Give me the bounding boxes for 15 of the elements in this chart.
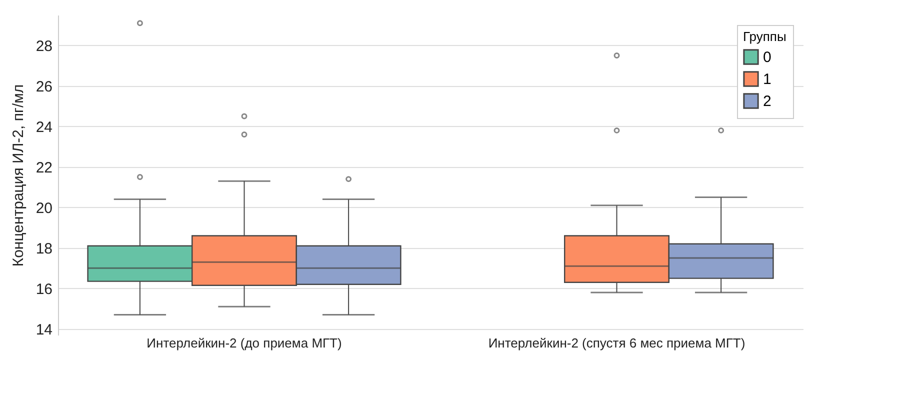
y-tick-label: 18 xyxy=(36,240,52,258)
y-tick-label: 14 xyxy=(36,321,52,338)
y-tick-label: 20 xyxy=(36,200,52,217)
y-tick-label: 24 xyxy=(36,118,52,136)
y-tick-label: 28 xyxy=(36,38,52,55)
legend-title: Группы xyxy=(743,29,786,44)
y-tick-label: 26 xyxy=(36,78,52,96)
x-tick-label: Интерлейкин-2 (до приема МГТ) xyxy=(146,336,342,350)
y-tick-label: 22 xyxy=(36,159,52,176)
legend-label: 2 xyxy=(763,93,772,110)
x-tick-label: Интерлейкин-2 (спустя 6 мес приема МГТ) xyxy=(488,336,746,350)
y-axis-title: Концентрация ИЛ-2, пг/мл xyxy=(10,84,27,267)
legend-label: 0 xyxy=(763,49,772,66)
legend-label: 1 xyxy=(763,71,772,88)
y-tick-label: 16 xyxy=(36,280,52,298)
